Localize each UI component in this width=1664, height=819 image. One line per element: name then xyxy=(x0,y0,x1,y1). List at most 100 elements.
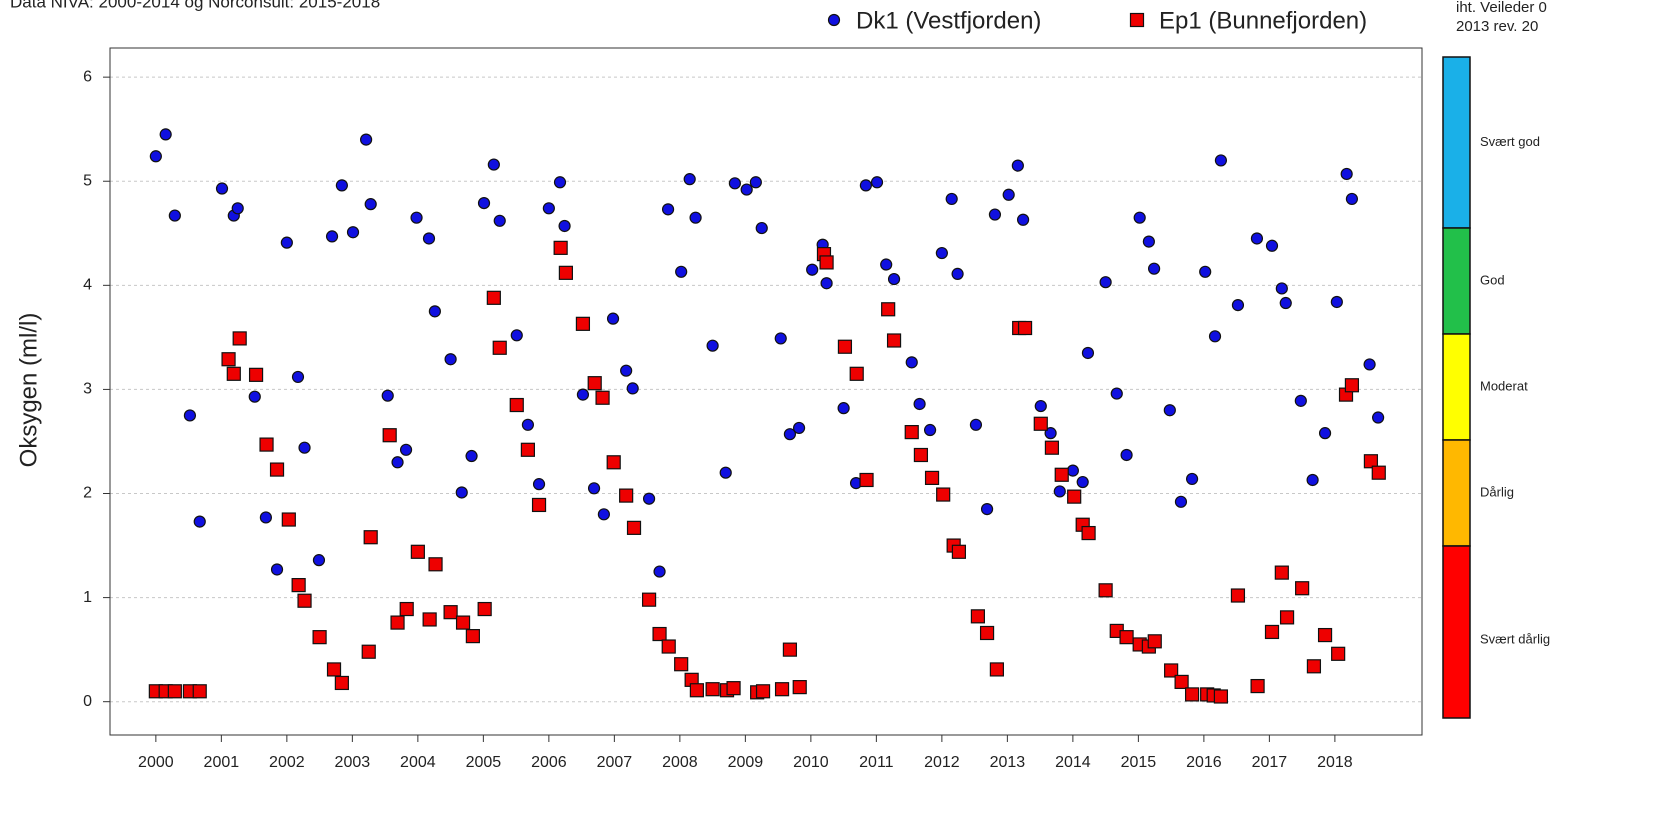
square-marker xyxy=(1067,489,1082,504)
square-marker xyxy=(575,316,591,331)
legend-marker xyxy=(1129,12,1145,28)
circle-marker xyxy=(783,428,797,441)
circle-marker xyxy=(642,492,656,505)
circle-marker xyxy=(291,370,305,384)
square-marker xyxy=(1147,634,1162,649)
square-marker xyxy=(1213,689,1229,704)
circle-marker xyxy=(259,511,272,524)
circle-marker xyxy=(792,421,806,435)
x-tick-label: 2016 xyxy=(1186,754,1222,771)
square-marker xyxy=(674,657,689,672)
square-marker xyxy=(661,639,676,654)
x-tick-label: 2004 xyxy=(400,754,436,771)
square-marker xyxy=(1306,659,1322,674)
square-marker xyxy=(626,520,642,535)
square-marker xyxy=(334,675,349,691)
square-marker xyxy=(1054,467,1069,482)
circle-marker xyxy=(1174,495,1188,508)
square-marker xyxy=(232,331,247,346)
circle-marker xyxy=(740,183,753,196)
square-marker xyxy=(492,340,507,355)
square-marker xyxy=(1331,646,1346,661)
square-marker xyxy=(399,601,414,617)
y-tick-label: 5 xyxy=(83,172,92,189)
x-tick-label: 2002 xyxy=(269,754,305,771)
status-label: Moderat xyxy=(1480,378,1528,393)
source-note: Data NIVA: 2000-2014 og Norconsult: 2015… xyxy=(10,0,380,11)
circle-marker xyxy=(510,329,523,342)
square-marker xyxy=(819,255,834,270)
circle-marker xyxy=(1279,296,1292,310)
circle-marker xyxy=(1147,262,1161,275)
circle-marker xyxy=(364,198,377,211)
x-tick-label: 2005 xyxy=(466,754,502,771)
circle-marker xyxy=(215,182,229,195)
circle-marker xyxy=(410,211,423,224)
circle-marker xyxy=(620,364,633,377)
y-tick-label: 4 xyxy=(83,277,92,294)
x-tick-label: 2001 xyxy=(204,754,240,771)
circle-marker xyxy=(231,202,244,215)
square-marker xyxy=(558,265,573,280)
square-marker xyxy=(422,612,437,627)
circle-marker xyxy=(969,418,983,431)
circle-marker xyxy=(1099,276,1112,289)
circle-marker xyxy=(683,173,696,186)
status-label: God xyxy=(1480,272,1505,287)
status-label: Svært dårlig xyxy=(1480,631,1550,646)
status-label: Svært god xyxy=(1480,134,1540,149)
circle-marker xyxy=(455,486,468,499)
legend-label: Ep1 (Bunnefjorden) xyxy=(1159,7,1367,34)
x-tick-label: 2003 xyxy=(335,754,371,771)
circle-marker xyxy=(859,179,872,192)
circle-marker xyxy=(576,388,590,401)
square-marker xyxy=(553,240,568,255)
circle-marker xyxy=(1002,188,1015,201)
circle-marker xyxy=(905,356,918,369)
y-tick-label: 6 xyxy=(83,68,92,85)
circle-marker xyxy=(532,478,546,491)
x-tick-label: 2017 xyxy=(1252,754,1288,771)
circle-marker xyxy=(183,409,197,422)
circle-marker xyxy=(422,232,436,245)
square-marker xyxy=(390,615,405,630)
status-band xyxy=(1442,227,1471,335)
circle-marker xyxy=(653,565,666,578)
status-band xyxy=(1442,333,1471,441)
square-marker xyxy=(595,390,610,405)
circle-marker xyxy=(597,508,610,521)
square-marker xyxy=(520,442,536,457)
square-marker xyxy=(477,601,492,617)
circle-marker xyxy=(1133,211,1146,224)
square-marker xyxy=(509,397,524,413)
circle-marker xyxy=(168,209,181,222)
circle-marker xyxy=(346,226,360,239)
square-marker xyxy=(936,487,951,502)
square-marker xyxy=(924,470,940,485)
circle-marker xyxy=(913,397,926,411)
y-tick-label: 0 xyxy=(83,693,92,710)
circle-marker xyxy=(553,176,567,189)
square-marker xyxy=(705,682,720,697)
circle-marker xyxy=(1330,295,1343,309)
square-marker xyxy=(1017,320,1033,336)
square-marker xyxy=(312,630,327,645)
square-marker xyxy=(531,497,547,513)
circle-marker xyxy=(1345,192,1359,206)
square-marker xyxy=(269,462,285,477)
circle-marker xyxy=(1076,475,1089,489)
circle-marker xyxy=(755,221,768,235)
x-tick-label: 2013 xyxy=(990,754,1026,771)
square-marker xyxy=(297,593,312,608)
circle-marker xyxy=(1214,154,1228,167)
square-marker xyxy=(259,437,274,452)
square-marker xyxy=(726,681,741,696)
square-marker xyxy=(248,367,264,382)
x-tick-label: 2015 xyxy=(1121,754,1157,771)
circle-marker xyxy=(270,563,284,576)
circle-marker xyxy=(606,312,620,325)
circle-marker xyxy=(661,203,675,216)
guide-note: iht. Veileder 0 xyxy=(1456,0,1547,16)
circle-marker xyxy=(935,246,948,260)
plot-frame xyxy=(109,47,1423,736)
